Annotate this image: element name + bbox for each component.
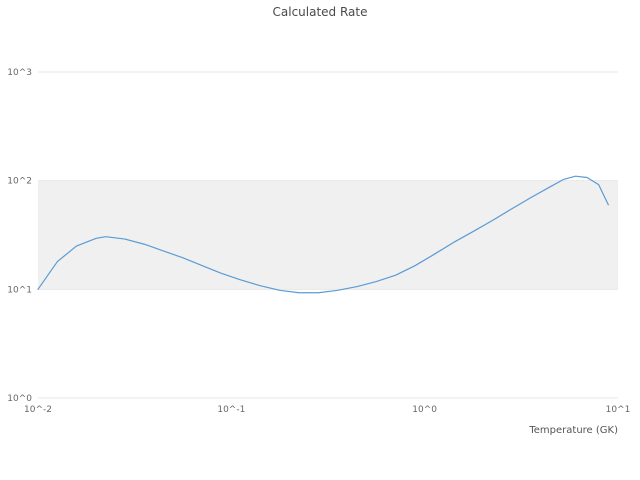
y-tick-label: 10^1 (7, 285, 32, 295)
shaded-band (38, 180, 618, 290)
y-tick-label: 10^2 (7, 177, 32, 187)
x-axis-label: Temperature (GK) (529, 425, 618, 436)
x-tick-label: 10^-1 (217, 405, 245, 415)
y-tick-label: 10^0 (7, 394, 32, 404)
chart-title: Calculated Rate (272, 5, 368, 19)
x-tick-label: 10^0 (412, 405, 437, 415)
y-tick-label: 10^3 (7, 68, 32, 78)
series-line (37, 175, 609, 294)
x-tick-label: 10^-2 (24, 405, 52, 415)
x-tick-label: 10^1 (606, 405, 631, 415)
